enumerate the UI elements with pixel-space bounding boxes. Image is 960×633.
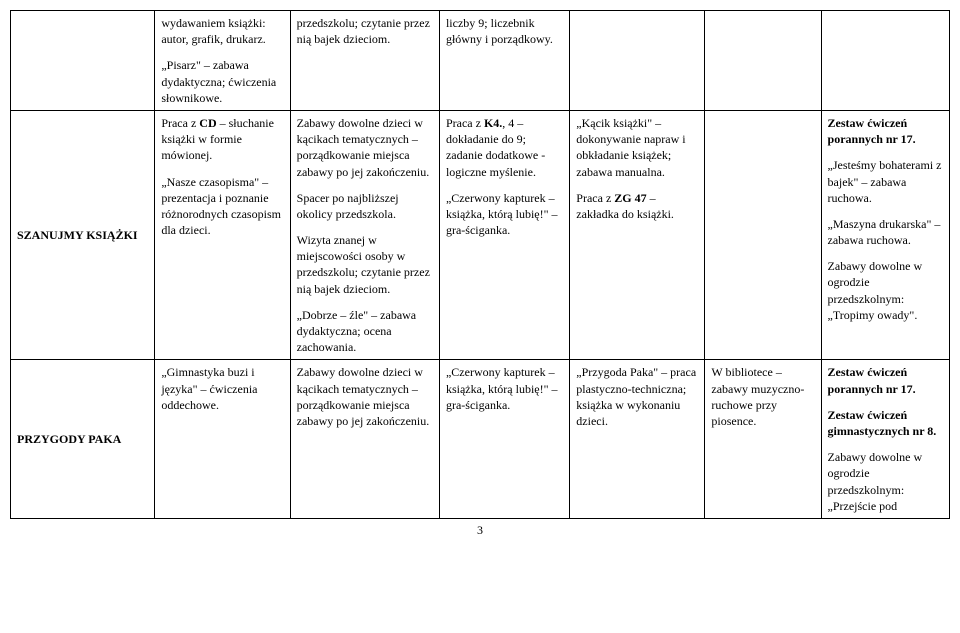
cell: „Gimnastyka buzi i języka" – ćwiczenia o… <box>155 360 290 519</box>
paragraph: Zestaw ćwiczeń gimnastycznych nr 8. <box>828 407 943 439</box>
paragraph: „Czerwony kapturek – książka, którą lubi… <box>446 190 563 239</box>
paragraph: Zestaw ćwiczeń porannych nr 17. <box>828 115 943 147</box>
paragraph: „Nasze czasopisma" – prezentacja i pozna… <box>161 174 283 239</box>
cell: „Czerwony kapturek – książka, którą lubi… <box>439 360 569 519</box>
paragraph: „Gimnastyka buzi i języka" – ćwiczenia o… <box>161 364 283 413</box>
paragraph: „Przygoda Paka" – praca plastyczno-techn… <box>576 364 698 429</box>
cell: Zabawy dowolne dzieci w kącikach tematyc… <box>290 110 439 359</box>
cell-empty <box>705 11 821 111</box>
paragraph: liczby 9; liczebnik główny i porządkowy. <box>446 15 563 47</box>
paragraph: Zabawy dowolne dzieci w kącikach tematyc… <box>297 115 433 180</box>
cell-empty <box>705 110 821 359</box>
paragraph: „Maszyna drukarska" – zabawa ruchowa. <box>828 216 943 248</box>
paragraph: „Czerwony kapturek – książka, którą lubi… <box>446 364 563 413</box>
plan-table: wydawaniem książki: autor, grafik, druka… <box>10 10 950 519</box>
paragraph: „Pisarz" – zabawa dydaktyczna; ćwiczenia… <box>161 57 283 106</box>
table-row: wydawaniem książki: autor, grafik, druka… <box>11 11 950 111</box>
paragraph: „Dobrze – źle" – zabawa dydaktyczna; oce… <box>297 307 433 356</box>
paragraph: Praca z K4., 4 – dokładanie do 9; zadani… <box>446 115 563 180</box>
paragraph: wydawaniem książki: autor, grafik, druka… <box>161 15 283 47</box>
paragraph: Zestaw ćwiczeń porannych nr 17. <box>828 364 943 396</box>
paragraph: Spacer po najbliższej okolicy przedszkol… <box>297 190 433 222</box>
cell: przedszkolu; czytanie przez nią bajek dz… <box>290 11 439 111</box>
paragraph: „Jesteśmy bohaterami z bajek" – zabawa r… <box>828 157 943 206</box>
cell: Praca z K4., 4 – dokładanie do 9; zadani… <box>439 110 569 359</box>
row-label: PRZYGODY PAKA <box>11 360 155 519</box>
cell: „Przygoda Paka" – praca plastyczno-techn… <box>570 360 705 519</box>
cell: liczby 9; liczebnik główny i porządkowy. <box>439 11 569 111</box>
cell-empty <box>570 11 705 111</box>
page-number: 3 <box>10 523 950 538</box>
paragraph: Zabawy dowolne w ogrodzie przedszkolnym:… <box>828 449 943 514</box>
cell-empty <box>821 11 949 111</box>
paragraph: Praca z ZG 47 – zakładka do książki. <box>576 190 698 222</box>
cell: W bibliotece – zabawy muzyczno-ruchowe p… <box>705 360 821 519</box>
table-row: SZANUJMY KSIĄŻKI Praca z CD – słuchanie … <box>11 110 950 359</box>
table-row: PRZYGODY PAKA „Gimnastyka buzi i języka"… <box>11 360 950 519</box>
cell: Zestaw ćwiczeń porannych nr 17. „Jesteśm… <box>821 110 949 359</box>
paragraph: Praca z CD – słuchanie książki w formie … <box>161 115 283 164</box>
cell: wydawaniem książki: autor, grafik, druka… <box>155 11 290 111</box>
row-label-empty <box>11 11 155 111</box>
paragraph: przedszkolu; czytanie przez nią bajek dz… <box>297 15 433 47</box>
paragraph: W bibliotece – zabawy muzyczno-ruchowe p… <box>711 364 814 429</box>
paragraph: Wizyta znanej w miejscowości osoby w prz… <box>297 232 433 297</box>
paragraph: Zabawy dowolne dzieci w kącikach tematyc… <box>297 364 433 429</box>
cell: Zestaw ćwiczeń porannych nr 17. Zestaw ć… <box>821 360 949 519</box>
cell: Zabawy dowolne dzieci w kącikach tematyc… <box>290 360 439 519</box>
cell: „Kącik książki" – dokonywanie napraw i o… <box>570 110 705 359</box>
paragraph: „Kącik książki" – dokonywanie napraw i o… <box>576 115 698 180</box>
row-label: SZANUJMY KSIĄŻKI <box>11 110 155 359</box>
paragraph: Zabawy dowolne w ogrodzie przedszkolnym:… <box>828 258 943 323</box>
cell: Praca z CD – słuchanie książki w formie … <box>155 110 290 359</box>
